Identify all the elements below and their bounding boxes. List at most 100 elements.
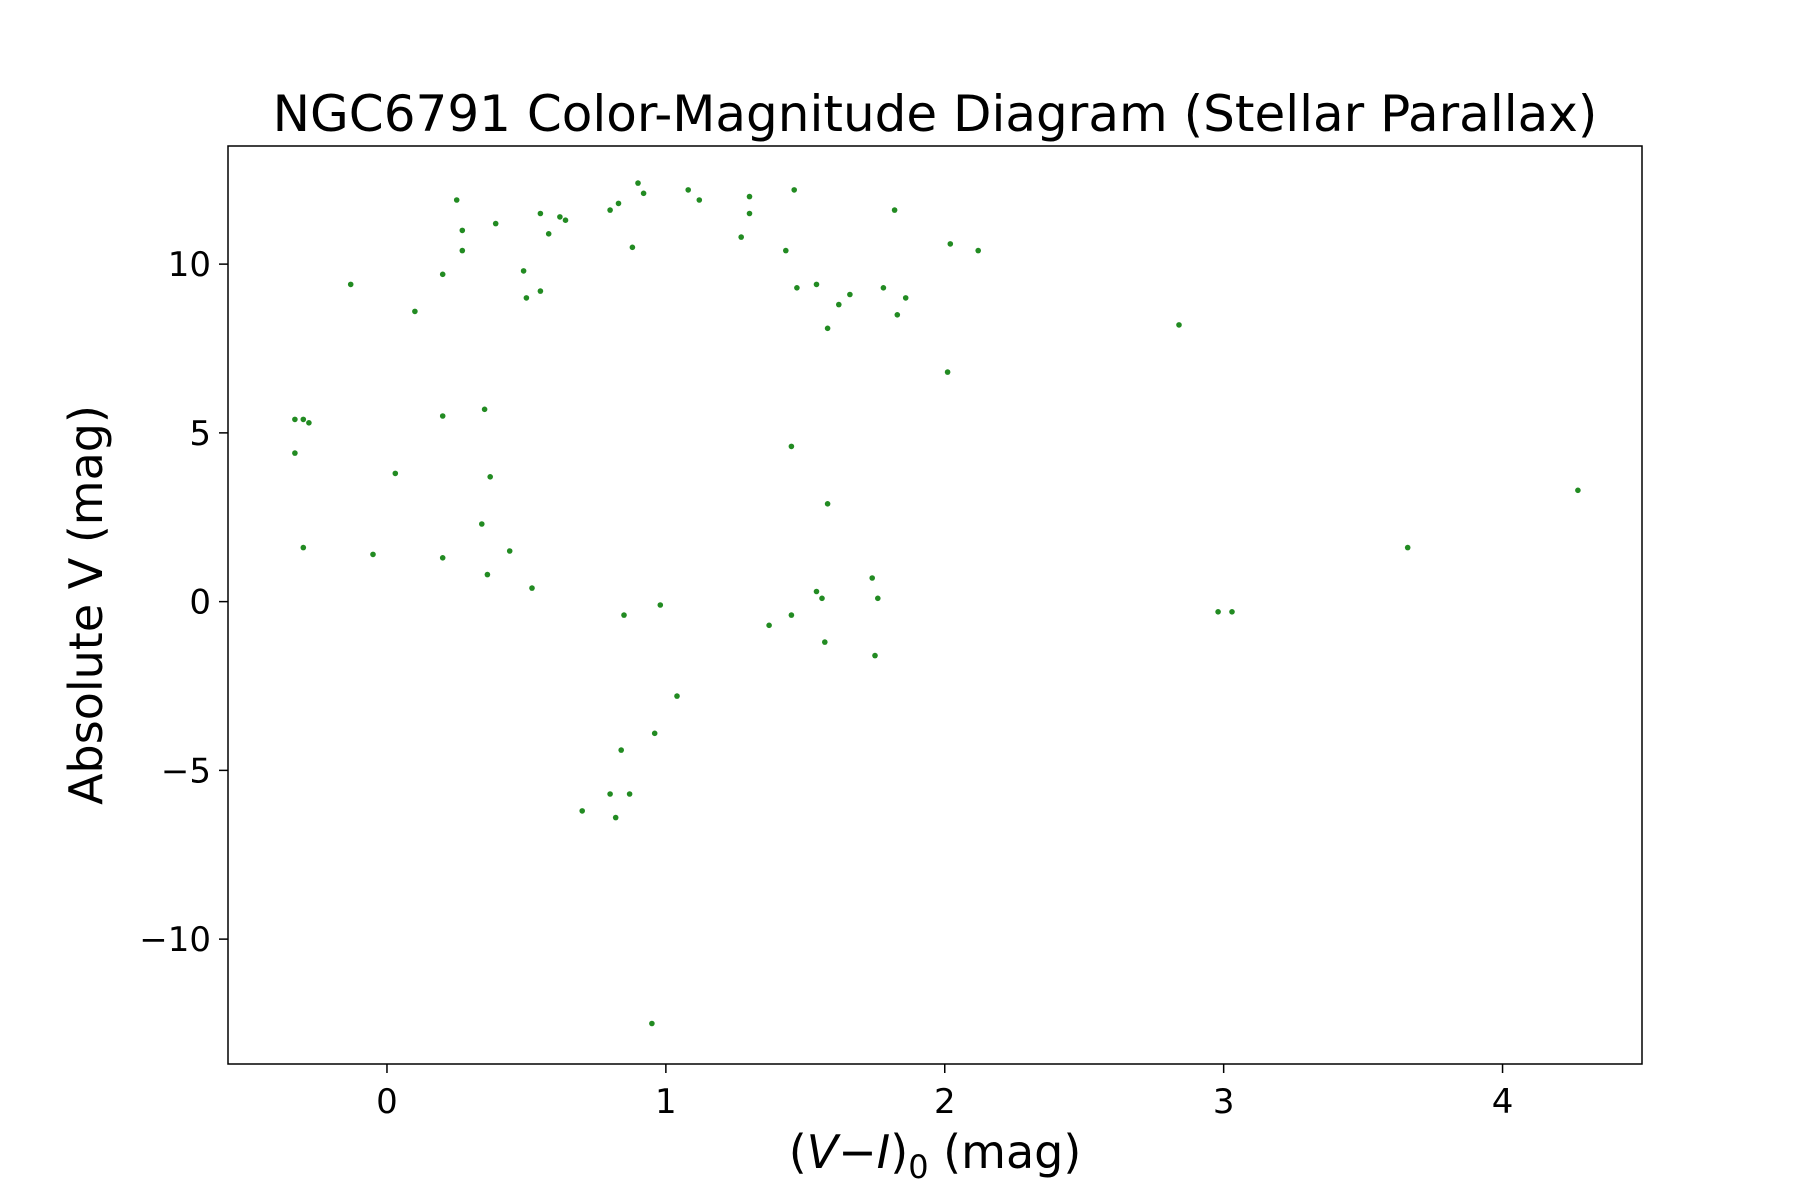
data-point: [847, 291, 853, 298]
data-point: [891, 207, 898, 213]
x-axis-label-unit: (mag): [929, 1125, 1082, 1179]
data-point: [537, 210, 544, 217]
x-tick-label: 3: [1213, 1082, 1235, 1122]
x-axis-label-subscript: 0: [908, 1148, 928, 1186]
data-point: [947, 241, 954, 247]
data-point: [944, 369, 951, 375]
data-points: [292, 180, 1581, 1027]
x-axis-ticks: 0 1 2 3 4: [376, 1064, 1513, 1122]
data-point: [492, 220, 499, 227]
data-point: [875, 595, 881, 602]
x-tick-label: 2: [934, 1082, 956, 1122]
data-point: [392, 470, 399, 477]
data-point: [618, 747, 624, 753]
x-axis-label-v: V: [807, 1125, 842, 1179]
data-point: [621, 612, 627, 618]
data-point: [794, 285, 800, 291]
data-point: [791, 187, 797, 193]
data-point: [1404, 544, 1411, 551]
data-point: [626, 791, 633, 797]
x-axis-label-i: I: [877, 1125, 891, 1179]
x-axis-label: (V−I)0 (mag): [789, 1125, 1082, 1186]
data-point: [813, 588, 820, 595]
data-point: [529, 585, 535, 591]
data-point: [562, 217, 569, 223]
y-tick-label: −5: [161, 751, 211, 791]
data-point: [738, 234, 744, 240]
data-point: [481, 406, 488, 413]
data-point: [975, 247, 981, 254]
data-point: [788, 612, 795, 618]
y-tick-label: −10: [139, 920, 211, 960]
data-point: [880, 285, 887, 291]
x-axis-label-open: (: [789, 1125, 807, 1179]
data-point: [824, 325, 831, 332]
data-point: [657, 602, 664, 608]
data-point: [453, 197, 460, 203]
data-point: [822, 639, 828, 645]
data-point: [459, 227, 466, 234]
data-point: [696, 197, 703, 203]
data-point: [412, 308, 418, 315]
data-point: [819, 595, 825, 602]
data-point: [783, 247, 789, 254]
y-axis-label: Absolute V (mag): [59, 405, 113, 805]
data-point: [1215, 609, 1221, 615]
x-axis-label-close: ): [890, 1125, 908, 1179]
data-point: [894, 312, 901, 318]
data-point: [439, 555, 446, 561]
data-point: [506, 548, 513, 554]
data-point: [1229, 609, 1235, 615]
data-point: [766, 622, 772, 629]
data-point: [824, 501, 831, 507]
data-point: [557, 214, 563, 220]
x-tick-label: 0: [376, 1082, 398, 1122]
data-point: [651, 730, 658, 737]
data-point: [872, 652, 878, 659]
data-point: [685, 187, 691, 193]
data-point: [674, 693, 680, 699]
data-point: [439, 413, 446, 419]
y-axis-ticks: 10 5 0 −5 −10: [139, 245, 228, 960]
data-point: [487, 474, 494, 480]
data-point: [607, 791, 613, 797]
data-point: [629, 244, 636, 251]
data-point: [292, 450, 298, 456]
data-point: [635, 180, 641, 186]
data-point: [439, 271, 446, 278]
x-axis-label-minus: −: [838, 1125, 877, 1179]
data-point: [746, 193, 753, 200]
data-point: [1176, 322, 1182, 328]
data-point: [640, 190, 647, 197]
data-point: [300, 416, 307, 423]
data-point: [545, 231, 552, 237]
data-point: [813, 281, 820, 288]
data-point: [649, 1020, 655, 1027]
data-point: [459, 247, 466, 254]
data-point: [484, 571, 491, 578]
data-point: [300, 544, 307, 551]
y-tick-label: 5: [189, 414, 211, 454]
x-tick-label: 1: [655, 1082, 677, 1122]
data-point: [836, 301, 842, 308]
data-point: [520, 268, 527, 274]
data-point: [607, 207, 613, 213]
chart-title: NGC6791 Color-Magnitude Diagram (Stellar…: [273, 85, 1598, 143]
data-point: [537, 288, 544, 294]
y-tick-label: 0: [189, 583, 211, 623]
y-tick-label: 10: [168, 245, 211, 285]
data-point: [902, 295, 909, 301]
data-point: [612, 814, 619, 821]
data-point: [869, 575, 875, 581]
data-point: [746, 210, 753, 217]
data-point: [347, 281, 354, 288]
plot-area-frame: [227, 145, 1643, 1065]
data-point: [370, 551, 376, 558]
data-point: [479, 521, 485, 527]
data-point: [579, 808, 585, 814]
data-point: [615, 200, 622, 207]
data-point: [1575, 487, 1581, 494]
data-point: [788, 443, 795, 450]
